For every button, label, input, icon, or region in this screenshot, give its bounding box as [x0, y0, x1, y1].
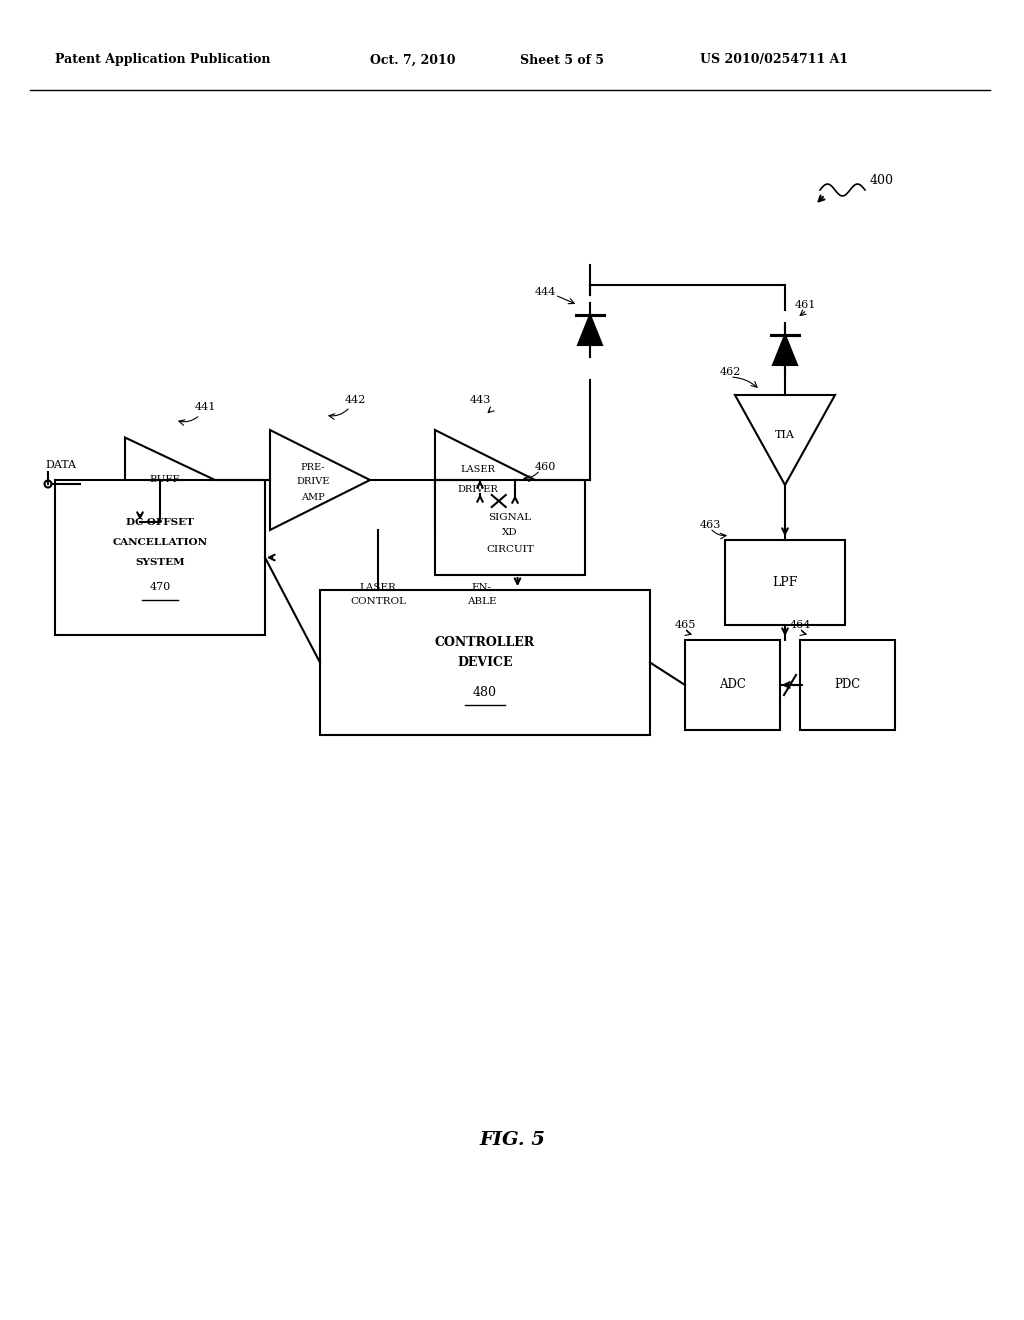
- Text: DRIVER: DRIVER: [458, 486, 499, 495]
- Text: TIA: TIA: [775, 430, 795, 440]
- Text: DATA: DATA: [45, 459, 76, 470]
- Text: FIG. 5: FIG. 5: [479, 1131, 545, 1148]
- Text: LPF: LPF: [772, 576, 798, 589]
- Text: Patent Application Publication: Patent Application Publication: [55, 54, 270, 66]
- FancyBboxPatch shape: [435, 480, 585, 576]
- Text: DEVICE: DEVICE: [458, 656, 513, 669]
- Text: SIGNAL: SIGNAL: [488, 513, 531, 521]
- Text: PRE-: PRE-: [301, 463, 326, 473]
- Text: EN-: EN-: [472, 583, 493, 593]
- Polygon shape: [578, 315, 602, 345]
- Text: LASER: LASER: [461, 466, 496, 474]
- FancyBboxPatch shape: [685, 640, 780, 730]
- Text: 461: 461: [795, 300, 816, 310]
- Text: 441: 441: [195, 403, 216, 412]
- Text: ADC: ADC: [719, 678, 745, 692]
- Text: 400: 400: [870, 173, 894, 186]
- Text: CONTROL: CONTROL: [350, 598, 406, 606]
- Text: AMP: AMP: [301, 492, 325, 502]
- Text: 470: 470: [150, 582, 171, 593]
- FancyBboxPatch shape: [55, 480, 265, 635]
- Text: BUFF: BUFF: [150, 475, 180, 484]
- Text: Oct. 7, 2010: Oct. 7, 2010: [370, 54, 456, 66]
- FancyBboxPatch shape: [800, 640, 895, 730]
- Text: ABLE: ABLE: [467, 598, 497, 606]
- Text: DRIVE: DRIVE: [296, 478, 330, 487]
- Text: DC OFFSET: DC OFFSET: [126, 517, 194, 527]
- Text: PDC: PDC: [835, 678, 860, 692]
- FancyBboxPatch shape: [319, 590, 650, 735]
- Text: US 2010/0254711 A1: US 2010/0254711 A1: [700, 54, 848, 66]
- Text: 460: 460: [535, 462, 556, 473]
- Text: XD: XD: [502, 528, 518, 537]
- Text: 443: 443: [470, 395, 492, 405]
- Text: CANCELLATION: CANCELLATION: [113, 539, 208, 546]
- Text: 465: 465: [675, 620, 696, 630]
- Text: 442: 442: [345, 395, 367, 405]
- Text: 444: 444: [535, 286, 556, 297]
- Text: 462: 462: [720, 367, 741, 378]
- FancyBboxPatch shape: [725, 540, 845, 624]
- Text: CONTROLLER: CONTROLLER: [435, 636, 536, 649]
- Text: CIRCUIT: CIRCUIT: [486, 545, 534, 554]
- Text: 463: 463: [700, 520, 721, 531]
- Text: 464: 464: [790, 620, 811, 630]
- Text: 480: 480: [473, 686, 497, 700]
- Text: SYSTEM: SYSTEM: [135, 558, 184, 568]
- Text: LASER: LASER: [359, 583, 396, 593]
- Polygon shape: [773, 335, 797, 366]
- Text: Sheet 5 of 5: Sheet 5 of 5: [520, 54, 604, 66]
